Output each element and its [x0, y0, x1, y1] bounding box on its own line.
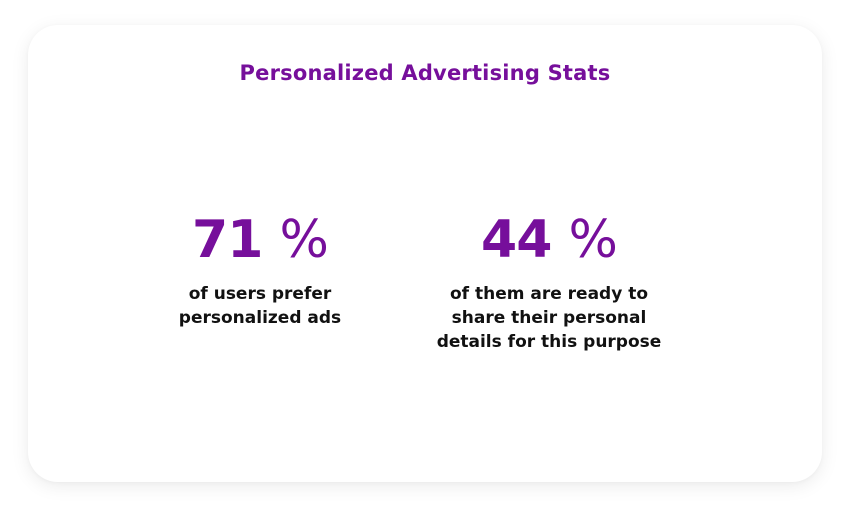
stat-description-line: of users prefer	[188, 284, 332, 304]
stat-description-line: details for this purpose	[436, 332, 662, 352]
card-title: Personalized Advertising Stats	[239, 61, 611, 85]
stat-ready-to-share-details: 44 % of them are ready to share their pe…	[414, 210, 684, 354]
stat-number: 71	[192, 210, 263, 270]
stat-number: 44	[481, 210, 552, 270]
stat-description: of them are ready to share their persona…	[414, 282, 684, 354]
stat-value: 44 %	[414, 210, 684, 270]
stat-value: 71 %	[158, 210, 362, 270]
stat-description-line: of them are ready to	[449, 284, 649, 304]
stat-unit: %	[279, 210, 329, 270]
stat-description: of users prefer personalized ads	[158, 282, 362, 330]
stat-unit: %	[568, 210, 618, 270]
stat-users-prefer-personalized: 71 % of users prefer personalized ads	[158, 210, 362, 330]
stat-description-line: personalized ads	[178, 308, 342, 328]
stats-card: Personalized Advertising Stats 71 % of u…	[28, 25, 822, 482]
stat-description-line: share their personal	[451, 308, 647, 328]
